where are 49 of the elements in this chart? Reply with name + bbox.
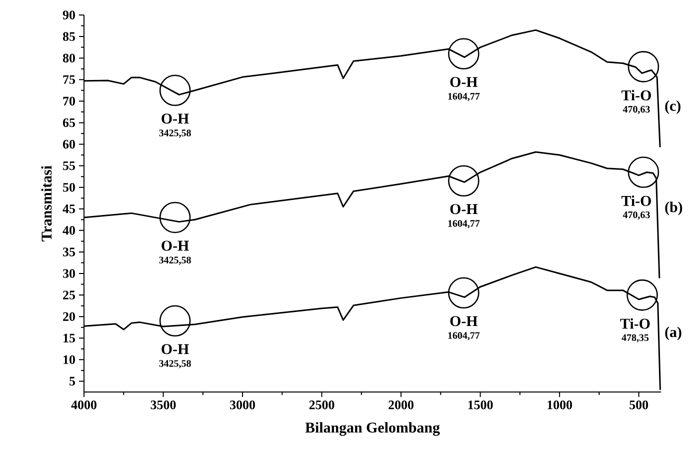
x-tick-label: 2000 xyxy=(388,400,414,410)
y-tick-label: 30 xyxy=(63,269,75,278)
series-label: (c) xyxy=(665,100,680,114)
y-tick-label: 55 xyxy=(63,161,75,170)
series-label: (a) xyxy=(665,326,682,340)
y-tick-label: 50 xyxy=(63,182,75,192)
annotation: 3425,58 xyxy=(159,130,191,138)
y-tick-label: 40 xyxy=(62,226,75,235)
x-tick-label: 2500 xyxy=(309,400,334,410)
y-tick-label: 60 xyxy=(62,140,75,149)
x-tick-label: 3000 xyxy=(230,400,255,410)
annotation: 478,35 xyxy=(622,334,649,342)
y-tick-label: 70 xyxy=(63,96,75,106)
annotation: O-H xyxy=(450,204,478,214)
x-axis-title: Bilangan Gelombang xyxy=(305,422,440,436)
x-tick-label: 1000 xyxy=(548,400,572,410)
annotation: 1604,77 xyxy=(448,92,480,102)
annotation: 3425,58 xyxy=(159,360,191,368)
annotation: O-H xyxy=(162,344,189,354)
x-tick-label: 3500 xyxy=(150,400,176,410)
y-tick-label: 45 xyxy=(62,204,75,214)
annotation: O-H xyxy=(450,76,478,88)
y-tick-label: 90 xyxy=(62,10,75,20)
y-tick-label: 80 xyxy=(62,54,75,62)
y-tick-label: 10 xyxy=(64,355,75,364)
y-tick-label: 25 xyxy=(63,290,75,300)
y-tick-label: 5 xyxy=(70,376,75,386)
series-label: (b) xyxy=(665,202,682,216)
x-tick-label: 500 xyxy=(630,400,648,410)
y-tick-label: 75 xyxy=(63,75,75,84)
annotation: 1604,77 xyxy=(448,332,480,340)
y-tick-label: 20 xyxy=(63,312,75,321)
y-axis-title: Transmitasi xyxy=(41,166,52,242)
y-tick-label: 65 xyxy=(62,118,75,128)
annotation: 470,63 xyxy=(622,106,650,114)
annotation: Ti-O xyxy=(621,195,651,206)
annotation: 3425,58 xyxy=(159,256,191,265)
annotation: O-H xyxy=(162,240,189,251)
y-tick-label: 35 xyxy=(63,248,75,256)
annotation: Ti-O xyxy=(621,90,651,100)
x-tick-label: 1500 xyxy=(468,400,493,410)
annotation: O-H xyxy=(162,114,189,124)
annotation: 1604,77 xyxy=(448,220,480,228)
x-tick-label: 4000 xyxy=(71,400,96,410)
annotation: Ti-O xyxy=(620,318,650,329)
annotation: O-H xyxy=(450,316,478,326)
y-tick-label: 15 xyxy=(64,334,75,342)
y-tick-label: 85 xyxy=(62,32,75,41)
annotation: 470,63 xyxy=(622,211,650,220)
